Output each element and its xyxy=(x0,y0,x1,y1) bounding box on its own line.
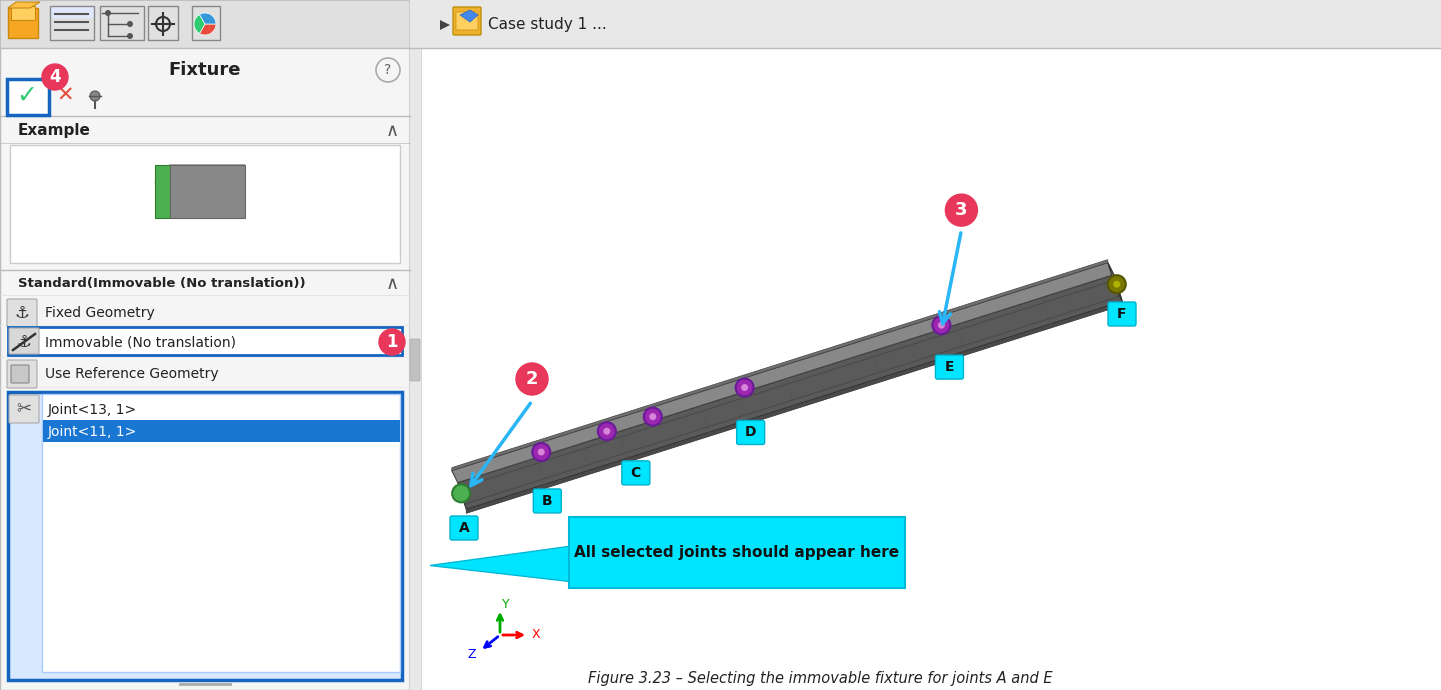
Text: Fixed Geometry: Fixed Geometry xyxy=(45,306,154,320)
Text: ✕: ✕ xyxy=(56,86,73,106)
Text: ∧: ∧ xyxy=(385,122,399,140)
Text: Case study 1 ...: Case study 1 ... xyxy=(488,17,607,32)
Text: 3: 3 xyxy=(955,201,968,219)
Circle shape xyxy=(1114,281,1120,288)
Polygon shape xyxy=(9,2,40,8)
Circle shape xyxy=(532,443,550,461)
Text: B: B xyxy=(542,494,552,508)
FancyBboxPatch shape xyxy=(42,394,401,672)
Circle shape xyxy=(127,21,133,27)
Wedge shape xyxy=(199,13,216,24)
FancyBboxPatch shape xyxy=(623,461,650,485)
Polygon shape xyxy=(452,263,1114,482)
Text: 1: 1 xyxy=(386,333,398,351)
Circle shape xyxy=(452,484,470,502)
Circle shape xyxy=(644,408,661,426)
Circle shape xyxy=(105,10,111,16)
FancyBboxPatch shape xyxy=(411,0,1441,48)
Text: ⚓: ⚓ xyxy=(16,333,32,351)
FancyBboxPatch shape xyxy=(12,6,35,20)
FancyBboxPatch shape xyxy=(50,6,94,18)
Text: Joint<11, 1>: Joint<11, 1> xyxy=(48,425,137,439)
FancyBboxPatch shape xyxy=(409,48,421,690)
FancyBboxPatch shape xyxy=(9,328,39,354)
Text: E: E xyxy=(945,360,954,374)
Polygon shape xyxy=(452,259,1108,471)
FancyBboxPatch shape xyxy=(0,0,411,48)
FancyBboxPatch shape xyxy=(533,489,562,513)
Polygon shape xyxy=(1108,263,1123,302)
Text: 2: 2 xyxy=(526,370,539,388)
Polygon shape xyxy=(429,546,572,582)
Circle shape xyxy=(932,316,951,334)
FancyBboxPatch shape xyxy=(10,145,401,263)
Text: Z: Z xyxy=(467,649,476,662)
Polygon shape xyxy=(458,275,1123,509)
FancyBboxPatch shape xyxy=(9,395,39,423)
Circle shape xyxy=(1108,275,1125,293)
Text: ⚓: ⚓ xyxy=(14,304,29,322)
Circle shape xyxy=(735,379,754,397)
Text: Figure 3.23 – Selecting the immovable fixture for joints A and E: Figure 3.23 – Selecting the immovable fi… xyxy=(588,671,1053,685)
Circle shape xyxy=(42,64,68,90)
Polygon shape xyxy=(156,165,245,183)
FancyBboxPatch shape xyxy=(569,517,905,588)
FancyBboxPatch shape xyxy=(450,516,478,540)
FancyBboxPatch shape xyxy=(736,420,765,444)
Text: Immovable (No translation): Immovable (No translation) xyxy=(45,335,236,349)
Circle shape xyxy=(650,413,656,420)
Text: Y: Y xyxy=(501,598,510,611)
FancyBboxPatch shape xyxy=(935,355,964,379)
Text: Fixture: Fixture xyxy=(169,61,241,79)
FancyBboxPatch shape xyxy=(43,420,401,442)
FancyBboxPatch shape xyxy=(9,392,402,680)
Text: ?: ? xyxy=(385,63,392,77)
Circle shape xyxy=(938,322,945,328)
Text: X: X xyxy=(532,629,540,642)
Polygon shape xyxy=(156,165,170,218)
Wedge shape xyxy=(199,24,216,35)
FancyBboxPatch shape xyxy=(9,327,402,355)
Text: F: F xyxy=(1117,307,1127,321)
Text: A: A xyxy=(458,521,470,535)
Circle shape xyxy=(945,194,977,226)
FancyBboxPatch shape xyxy=(9,8,37,38)
Text: ✓: ✓ xyxy=(16,84,37,108)
Circle shape xyxy=(537,448,545,455)
FancyBboxPatch shape xyxy=(411,339,419,381)
Text: 4: 4 xyxy=(49,68,61,86)
Text: Use Reference Geometry: Use Reference Geometry xyxy=(45,367,219,381)
Text: All selected joints should appear here: All selected joints should appear here xyxy=(575,545,899,560)
Text: Joint<13, 1>: Joint<13, 1> xyxy=(48,403,137,417)
Circle shape xyxy=(89,91,99,101)
Circle shape xyxy=(379,329,405,355)
Circle shape xyxy=(516,363,548,395)
FancyBboxPatch shape xyxy=(7,79,49,115)
FancyBboxPatch shape xyxy=(12,365,29,383)
FancyBboxPatch shape xyxy=(0,0,411,690)
Circle shape xyxy=(598,422,615,440)
Circle shape xyxy=(741,384,748,391)
FancyBboxPatch shape xyxy=(7,360,37,388)
Text: D: D xyxy=(745,426,757,440)
FancyBboxPatch shape xyxy=(455,12,478,30)
Polygon shape xyxy=(440,20,450,30)
Polygon shape xyxy=(170,165,245,218)
FancyBboxPatch shape xyxy=(411,0,1441,690)
Text: Standard(Immovable (No translation)): Standard(Immovable (No translation)) xyxy=(17,277,305,290)
FancyBboxPatch shape xyxy=(1108,302,1136,326)
FancyBboxPatch shape xyxy=(7,299,37,327)
Circle shape xyxy=(604,428,611,435)
Text: ✂: ✂ xyxy=(16,400,32,418)
Text: Example: Example xyxy=(17,124,91,139)
Wedge shape xyxy=(195,14,205,34)
FancyBboxPatch shape xyxy=(452,7,481,35)
Text: ∧: ∧ xyxy=(385,275,399,293)
Circle shape xyxy=(127,33,133,39)
Polygon shape xyxy=(467,302,1123,513)
Text: C: C xyxy=(631,466,641,480)
Polygon shape xyxy=(460,10,478,22)
